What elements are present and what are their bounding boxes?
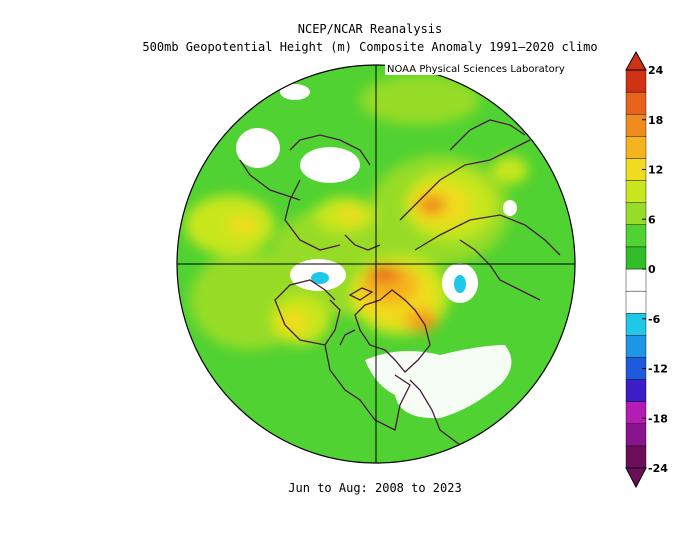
colorbar-segment <box>625 246 647 270</box>
colorbar-top-arrow <box>625 50 647 71</box>
colorbar: 24 18 12 6 0 -6 -12 -18 -24 <box>625 50 668 489</box>
colorbar-segment <box>625 180 647 203</box>
colorbar-segment <box>625 423 647 447</box>
map-subtitle: 500mb Geopotential Height (m) Composite … <box>142 40 598 54</box>
colorbar-segment <box>625 401 647 424</box>
colorbar-segment <box>625 313 647 336</box>
colorbar-tick-label: 24 <box>648 64 664 77</box>
colorbar-segment <box>625 335 647 358</box>
colorbar-segment <box>625 379 647 402</box>
colorbar-tick-label: -24 <box>648 462 668 475</box>
colorbar-tick-label: 6 <box>648 213 656 226</box>
colorbar-segment <box>625 290 647 314</box>
colorbar-segment <box>625 224 647 248</box>
colorbar-segment <box>625 91 647 115</box>
colorbar-tick-label: -18 <box>648 412 668 425</box>
colorbar-segment <box>625 268 647 292</box>
colorbar-segment <box>625 136 647 159</box>
coastlines <box>239 119 561 446</box>
colorbar-tick-label: -6 <box>648 313 661 326</box>
time-period-label: Jun to Aug: 2008 to 2023 <box>288 481 462 495</box>
colorbar-segment <box>625 114 647 137</box>
credit-label: NOAA Physical Sciences Laboratory <box>385 64 567 75</box>
anomaly-field <box>177 65 575 463</box>
colorbar-segment <box>625 69 647 93</box>
colorbar-segment <box>625 445 647 469</box>
map-title: NCEP/NCAR Reanalysis <box>297 22 443 36</box>
colorbar-tick-label: 12 <box>648 164 663 177</box>
colorbar-tick-label: 0 <box>648 263 656 276</box>
colorbar-bottom-arrow <box>625 467 647 489</box>
colorbar-tick-label: 18 <box>648 114 663 127</box>
colorbar-tick-label: -12 <box>648 363 668 376</box>
colorbar-segment <box>625 202 647 225</box>
